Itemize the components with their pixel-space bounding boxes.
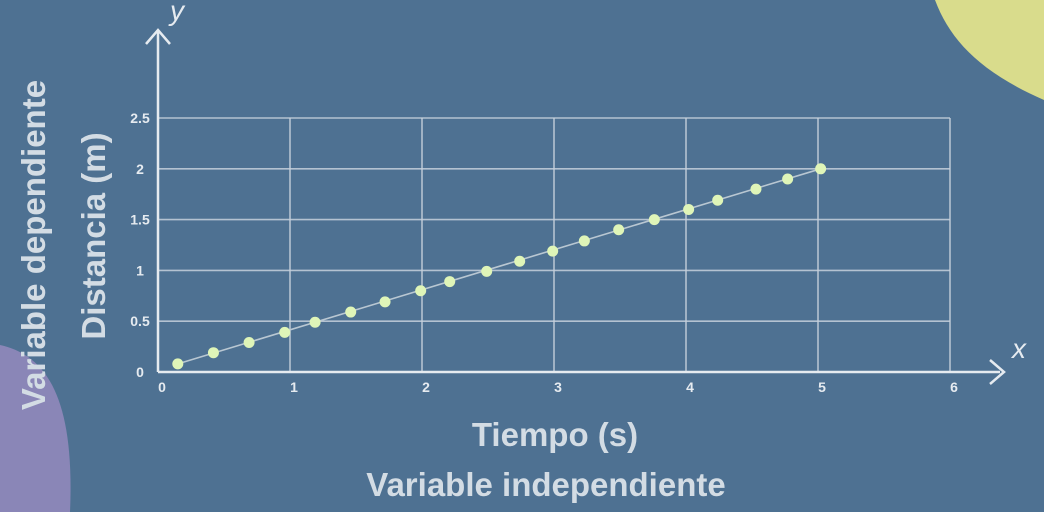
data-point: [309, 316, 321, 328]
data-point: [207, 347, 219, 359]
x-tick-label: 4: [686, 379, 694, 395]
data-point: [243, 337, 255, 349]
data-point: [750, 183, 762, 195]
y-tick-label: 2.5: [130, 110, 150, 126]
x-variable-label: Variable independiente: [366, 466, 725, 503]
x-tick-label: 3: [554, 379, 562, 395]
y-tick-labels: 0 0.5 1 1.5 2 2.5: [130, 110, 150, 380]
axes: [145, 28, 1006, 385]
y-axis-arrowhead: [145, 28, 171, 45]
data-point: [379, 296, 391, 308]
data-point: [279, 326, 291, 338]
x-tick-label: 6: [950, 379, 958, 395]
y-tick-label: 0.5: [130, 313, 150, 329]
y-tick-label: 0: [136, 364, 144, 380]
data-point: [683, 203, 695, 215]
trend-line: [177, 168, 821, 365]
data-point: [172, 358, 184, 370]
x-axis-letter: x: [1010, 333, 1027, 364]
data-point: [613, 224, 625, 236]
data-point: [712, 194, 724, 206]
trend-line-group: [177, 168, 821, 365]
yellow-corner-shape: [935, 0, 1044, 100]
x-tick-label: 5: [818, 379, 826, 395]
data-point: [815, 163, 827, 175]
y-variable-label: Variable dependiente: [15, 80, 52, 410]
data-point: [415, 285, 427, 297]
x-tick-label: 1: [290, 379, 298, 395]
x-axis-arrowhead: [989, 359, 1006, 385]
purple-corner-shape: [0, 345, 71, 512]
x-axis-title: Tiempo (s): [472, 416, 638, 453]
y-tick-label: 1.5: [130, 212, 150, 228]
data-point: [547, 245, 559, 257]
y-axis-title: Distancia (m): [75, 132, 112, 339]
y-axis-letter: y: [168, 0, 186, 26]
grid-lines: [158, 117, 951, 372]
x-tick-label: 0: [158, 379, 166, 395]
data-point: [578, 235, 590, 247]
data-point: [782, 173, 794, 185]
data-point: [648, 214, 660, 226]
x-tick-labels: 0 1 2 3 4 5 6: [158, 379, 958, 395]
data-point: [345, 306, 357, 318]
data-point: [514, 255, 526, 267]
x-tick-label: 2: [422, 379, 430, 395]
y-tick-label: 1: [136, 262, 144, 278]
y-tick-label: 2: [136, 161, 144, 177]
data-point: [481, 265, 493, 277]
data-points: [172, 163, 827, 370]
data-point: [444, 276, 456, 288]
